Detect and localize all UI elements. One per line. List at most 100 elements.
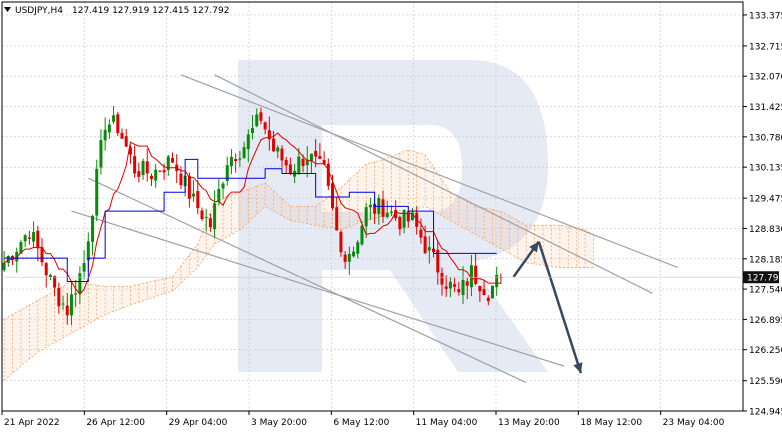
candle-bull <box>225 165 229 181</box>
candle-bear <box>158 170 162 172</box>
y-tick-label: 128.830 <box>749 225 782 235</box>
candle-bear <box>288 164 292 174</box>
x-tick-label: 6 May 12:00 <box>333 418 389 428</box>
x-tick-label: 18 May 12:00 <box>580 418 642 428</box>
candle-bear <box>314 150 318 157</box>
candle-bull <box>352 251 356 257</box>
senkou-span-a <box>3 149 594 320</box>
y-tick-label: 126.250 <box>749 346 782 356</box>
candle-bull <box>166 156 170 171</box>
candle-bear <box>280 148 284 161</box>
candle-bull <box>309 153 313 162</box>
candle-bear <box>440 272 444 285</box>
candle-bull <box>276 147 280 152</box>
candle-bear <box>486 297 490 302</box>
candle-bear <box>381 199 385 217</box>
y-tick-label: 133.375 <box>749 11 782 21</box>
candle-bear <box>465 281 469 286</box>
candle-bull <box>2 262 6 271</box>
candle-bear <box>339 231 343 253</box>
x-tick-label: 29 Apr 04:00 <box>169 418 228 428</box>
candle-bull <box>19 242 23 254</box>
candle-bull <box>48 274 52 278</box>
y-tick-label: 132.715 <box>749 42 782 52</box>
candle-bear <box>259 112 263 121</box>
candle-bull <box>229 156 233 167</box>
y-tick-label: 125.590 <box>749 377 782 387</box>
candle-bear <box>335 207 339 231</box>
candle-bull <box>389 211 393 213</box>
candle-bull <box>461 280 465 296</box>
candle-bull <box>99 140 103 168</box>
candle-bull <box>192 193 196 197</box>
forecast-arrow-2 <box>537 241 583 374</box>
candle-bear <box>318 156 322 159</box>
candle-bull <box>238 158 242 160</box>
candle-bear <box>196 191 200 209</box>
candle-bull <box>402 210 406 228</box>
candle-bear <box>234 159 238 162</box>
candle-bull <box>86 241 90 261</box>
candle-bull <box>364 207 368 227</box>
trend-line-4 <box>71 210 565 367</box>
candle-bull <box>23 235 27 242</box>
candle-bear <box>57 287 61 307</box>
candle-bull <box>69 294 73 316</box>
candle-bull <box>103 129 107 141</box>
candle-bear <box>179 173 183 186</box>
candle-bear <box>263 122 267 130</box>
candle-bull <box>107 124 111 133</box>
kijun-sen-line <box>4 158 497 283</box>
candle-bear <box>394 210 398 219</box>
symbol-label: USDJPY,H4 <box>15 6 63 16</box>
candle-bull <box>448 281 452 289</box>
candle-bear <box>208 218 212 228</box>
candle-bear <box>137 171 141 177</box>
candle-bull <box>305 159 309 166</box>
candle-bear <box>284 160 288 166</box>
candle-bull <box>78 273 82 294</box>
candle-bear <box>124 136 128 147</box>
candle-bull <box>495 274 499 288</box>
candle-bull <box>368 204 372 208</box>
candle-bull <box>221 183 225 189</box>
candle-bear <box>162 170 166 173</box>
candle-bear <box>200 210 204 220</box>
trend-line-3 <box>88 177 527 384</box>
y-tick-label: 130.780 <box>749 133 782 143</box>
candle-bear <box>326 163 330 186</box>
candle-bear <box>120 132 124 139</box>
candle-bear <box>116 114 120 134</box>
y-tick-label: 128.185 <box>749 255 782 265</box>
candle-bear <box>474 265 478 284</box>
candle-bull <box>141 160 145 176</box>
candle-bull <box>32 232 36 242</box>
candle-bull <box>204 217 208 219</box>
forecast-arrow-head-1 <box>529 241 539 253</box>
candle-bear <box>301 158 305 167</box>
candle-bear <box>457 289 461 293</box>
candle-bear <box>453 284 457 287</box>
current-price-tag <box>743 271 779 284</box>
plot-frame <box>1 1 744 412</box>
candle-bear <box>65 305 69 316</box>
y-tick-label: 124.945 <box>749 408 782 418</box>
ohlc-values: 127.419 127.919 127.415 127.792 <box>72 6 229 16</box>
candle-bear <box>343 254 347 262</box>
candle-bear <box>478 285 482 292</box>
candle-bull <box>490 285 494 299</box>
candle-bull <box>61 303 65 305</box>
y-tick-label: 132.070 <box>749 73 782 83</box>
candle-bear <box>44 263 48 276</box>
candle-bull <box>213 203 217 230</box>
candle-bull <box>469 265 473 288</box>
candle-bull <box>246 134 250 150</box>
candle-bear <box>187 175 191 199</box>
candle-bull <box>242 147 246 158</box>
candle-bear <box>419 229 423 238</box>
candle-bear <box>406 211 410 222</box>
trend-line-1 <box>180 74 678 269</box>
candle-bull <box>427 247 431 251</box>
chart-menu-icon[interactable] <box>4 7 11 12</box>
